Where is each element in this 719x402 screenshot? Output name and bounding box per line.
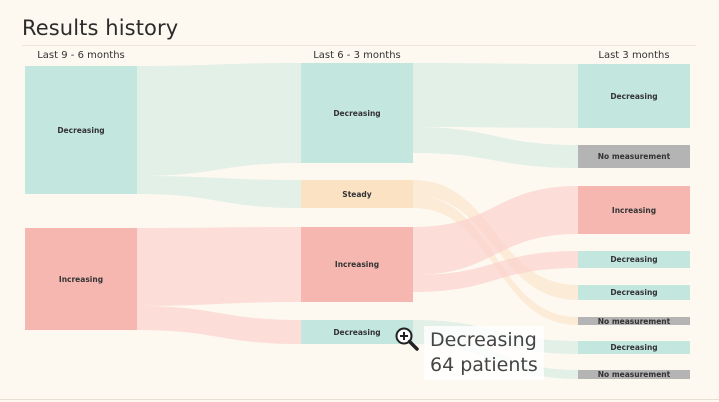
page-title: Results history (22, 16, 179, 40)
flow-c2-increasing-to-c3-increasing[interactable] (413, 186, 578, 275)
flow-c1-increasing-to-c2-decreasing-b[interactable] (137, 306, 301, 344)
flow-c1-decreasing-to-c2-decreasing[interactable] (137, 63, 301, 176)
node-c3-decreasing-4[interactable]: Decreasing (578, 341, 690, 354)
node-c3-no-measurement-1[interactable]: No measurement (578, 145, 690, 168)
node-c2-decreasing-b[interactable]: Decreasing (301, 320, 413, 344)
column-header-6-3-months: Last 6 - 3 months (313, 50, 401, 61)
zoom-in-icon (395, 327, 419, 351)
tooltip-count: 64 patients (430, 354, 538, 376)
flow-c2-steady-to-c3-no-measurement-2[interactable] (413, 195, 578, 325)
node-c2-decreasing[interactable]: Decreasing (301, 63, 413, 163)
node-c3-no-measurement-3[interactable]: No measurement (578, 370, 690, 379)
node-c1-increasing[interactable]: Increasing (25, 228, 137, 330)
tooltip-text: Decreasing 64 patients (424, 326, 544, 380)
node-c3-no-measurement-2[interactable]: No measurement (578, 317, 690, 326)
node-c3-decreasing-1[interactable]: Decreasing (578, 64, 690, 128)
node-c2-increasing[interactable]: Increasing (301, 227, 413, 302)
flow-c1-decreasing-to-c2-steady[interactable] (137, 176, 301, 208)
hover-tooltip: Decreasing 64 patients (394, 326, 544, 380)
node-c3-increasing[interactable]: Increasing (578, 186, 690, 234)
column-header-3-months: Last 3 months (598, 50, 670, 61)
flow-c2-decreasing-to-c3-no-measurement-1[interactable] (413, 127, 578, 168)
flow-c1-increasing-to-c2-increasing[interactable] (137, 227, 301, 306)
node-c2-steady[interactable]: Steady (301, 180, 413, 208)
title-divider (22, 45, 696, 46)
node-c1-decreasing[interactable]: Decreasing (25, 66, 137, 194)
column-header-9-6-months: Last 9 - 6 months (37, 50, 125, 61)
tooltip-label: Decreasing (430, 329, 537, 351)
node-c3-decreasing-2[interactable]: Decreasing (578, 251, 690, 268)
bottom-divider (0, 399, 719, 400)
flow-c2-increasing-to-c3-decreasing-2[interactable] (413, 251, 578, 292)
flow-c2-decreasing-to-c3-decreasing-1[interactable] (413, 63, 578, 128)
node-c3-decreasing-3[interactable]: Decreasing (578, 285, 690, 300)
